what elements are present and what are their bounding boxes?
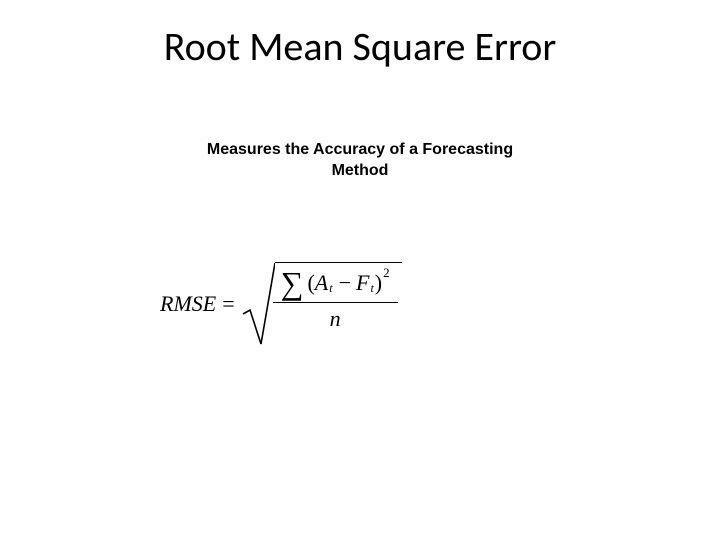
rmse-formula: RMSE = ∑ ( A t − F t	[160, 262, 560, 346]
square-root: ∑ ( A t − F t ) 2 n	[241, 262, 402, 346]
right-paren: )	[375, 270, 382, 296]
slide-title: Root Mean Square Error	[0, 22, 720, 71]
sigma-icon: ∑	[281, 267, 304, 299]
subscript-t-2: t	[370, 281, 373, 296]
radicand: ∑ ( A t − F t ) 2 n	[275, 262, 402, 332]
var-A: A	[315, 270, 328, 296]
numerator: ∑ ( A t − F t ) 2	[277, 267, 394, 302]
superscript-2: 2	[383, 265, 390, 281]
subscript-t-1: t	[329, 281, 332, 296]
subtitle-line-2: Method	[332, 162, 389, 179]
subtitle-line-1: Measures the Accuracy of a Forecasting	[207, 141, 513, 158]
slide: Root Mean Square Error Measures the Accu…	[0, 0, 720, 540]
slide-subtitle: Measures the Accuracy of a Forecasting M…	[0, 140, 720, 182]
fraction: ∑ ( A t − F t ) 2 n	[277, 267, 394, 332]
denominator: n	[273, 302, 398, 332]
left-paren: (	[307, 270, 314, 296]
var-F: F	[356, 270, 369, 296]
formula-lhs: RMSE	[160, 291, 216, 317]
equals-sign: =	[222, 291, 234, 317]
minus-sign: −	[339, 270, 351, 296]
radical-sign-icon	[241, 262, 275, 346]
